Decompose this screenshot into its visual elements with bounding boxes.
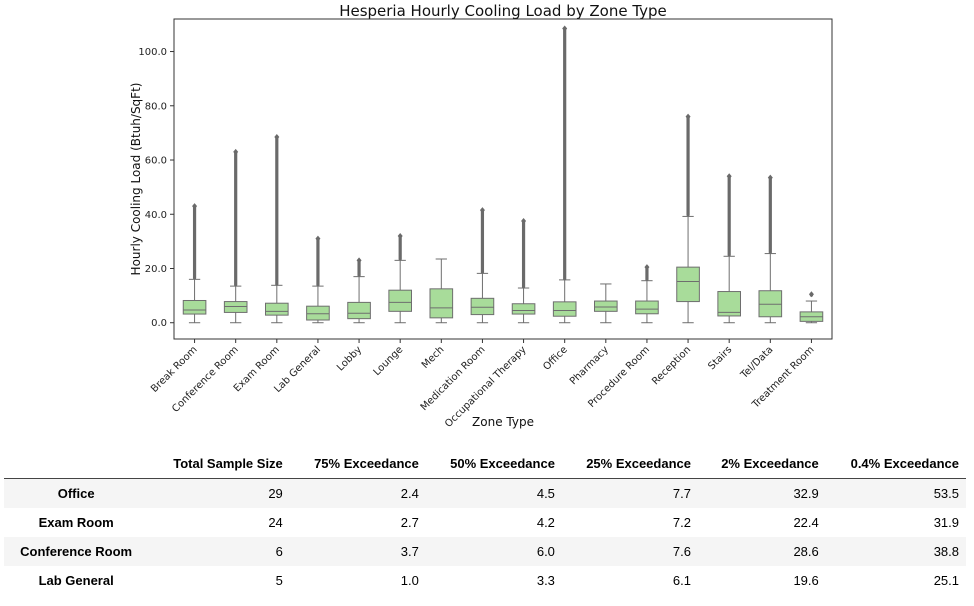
y-tick-label: 60.0 bbox=[145, 156, 167, 167]
table-cell: 2.4 bbox=[400, 486, 419, 501]
x-tick-label: Reception bbox=[650, 344, 693, 387]
table-cell: 6.0 bbox=[536, 544, 555, 559]
y-axis-label: Hourly Cooling Load (Btuh/SqFt) bbox=[129, 83, 143, 276]
table-cell: 3.3 bbox=[536, 573, 555, 588]
column-header: 25% Exceedance bbox=[586, 456, 691, 471]
exceedance-table: Total Sample Size 75% Exceedance 50% Excee… bbox=[4, 449, 966, 595]
box-iqr bbox=[594, 300, 618, 312]
table-cell: 29 bbox=[268, 486, 283, 501]
table-header: Total Sample Size 75% Exceedance 50% Excee… bbox=[4, 449, 966, 479]
y-tick-label: 0.0 bbox=[151, 318, 167, 329]
box-plot-chart: Hesperia Hourly Cooling Load by Zone Typ… bbox=[129, 2, 833, 430]
outlier-point bbox=[726, 173, 732, 180]
table-cell: 7.2 bbox=[672, 515, 691, 530]
box-iqr bbox=[347, 301, 371, 320]
x-tick-label: Mech bbox=[420, 344, 447, 371]
y-tick-label: 100.0 bbox=[138, 47, 167, 58]
table-cell: 4.5 bbox=[536, 486, 555, 501]
outlier-point bbox=[233, 148, 239, 155]
row-header-cell: Exam Room bbox=[38, 515, 114, 530]
table-cell: 4.2 bbox=[536, 515, 555, 530]
column-header: 0.4% Exceedance bbox=[850, 456, 959, 471]
column-header: 50% Exceedance bbox=[450, 456, 555, 471]
outlier-point bbox=[685, 113, 691, 120]
table-cell: 6.1 bbox=[672, 573, 691, 588]
table-row: Exam Room 24 2.7 4.2 7.2 22.4 31.9 bbox=[4, 508, 966, 537]
box-iqr bbox=[676, 266, 700, 303]
table-cell: 1.0 bbox=[400, 573, 419, 588]
plot-frame bbox=[173, 18, 833, 340]
row-header-cell: Lab General bbox=[38, 573, 114, 588]
chart-title: Hesperia Hourly Cooling Load by Zone Typ… bbox=[339, 2, 667, 20]
table-cell: 7.7 bbox=[672, 486, 691, 501]
x-tick-label: Office bbox=[541, 344, 569, 372]
box-iqr bbox=[470, 297, 495, 316]
table-cell: 53.5 bbox=[933, 486, 959, 501]
box-iqr bbox=[388, 289, 412, 312]
box-iqr bbox=[511, 303, 536, 315]
outlier-point bbox=[356, 257, 362, 264]
box-iqr bbox=[223, 301, 248, 313]
row-header-cell: Conference Room bbox=[20, 544, 133, 559]
outlier-point bbox=[767, 174, 773, 181]
x-tick-label: Lobby bbox=[335, 344, 364, 373]
table-cell: 19.6 bbox=[793, 573, 819, 588]
x-axis-label: Zone Type bbox=[472, 415, 534, 429]
outlier-point bbox=[521, 218, 527, 225]
table-cell: 31.9 bbox=[933, 515, 959, 530]
outlier-point bbox=[808, 291, 814, 298]
row-header-cell: Office bbox=[57, 486, 95, 501]
table-cell: 5 bbox=[275, 573, 283, 588]
x-tick-label: Stairs bbox=[706, 344, 734, 372]
column-header bbox=[4, 449, 148, 479]
table-cell: 2.7 bbox=[400, 515, 419, 530]
table-cell: 3.7 bbox=[400, 544, 419, 559]
y-tick-label: 20.0 bbox=[145, 264, 167, 275]
outlier-point bbox=[397, 232, 403, 239]
table-header-row: Total Sample Size 75% Exceedance 50% Excee… bbox=[4, 449, 966, 479]
table-cell: 28.6 bbox=[793, 544, 819, 559]
box-iqr bbox=[182, 299, 207, 315]
x-tick-label: Lounge bbox=[372, 344, 406, 378]
table-cell: 32.9 bbox=[793, 486, 819, 501]
box-iqr bbox=[429, 288, 454, 319]
table-cell: 6 bbox=[275, 544, 283, 559]
table-cell: 25.1 bbox=[933, 573, 959, 588]
table-cell: 22.4 bbox=[793, 515, 819, 530]
box-iqr bbox=[552, 301, 577, 317]
outlier-point bbox=[274, 133, 280, 140]
table-row: Conference Room 6 3.7 6.0 7.6 28.6 38.8 bbox=[4, 537, 966, 566]
box-iqr bbox=[635, 300, 659, 315]
box-iqr bbox=[306, 305, 330, 321]
outlier-point bbox=[479, 207, 485, 214]
box-iqr bbox=[265, 302, 289, 316]
box-iqr bbox=[717, 291, 741, 317]
table-cell: 7.6 bbox=[672, 544, 691, 559]
column-header: 2% Exceedance bbox=[721, 456, 819, 471]
y-tick-label: 40.0 bbox=[145, 210, 167, 221]
column-header: 75% Exceedance bbox=[314, 456, 419, 471]
outlier-point bbox=[562, 25, 568, 32]
table-cell: 38.8 bbox=[933, 544, 959, 559]
outlier-point bbox=[192, 203, 198, 210]
column-header: Total Sample Size bbox=[173, 456, 283, 471]
y-tick-label: 80.0 bbox=[145, 101, 167, 112]
outlier-point bbox=[644, 264, 650, 271]
table-row: Lab General 5 1.0 3.3 6.1 19.6 25.1 bbox=[4, 566, 966, 595]
x-tick-label: Tel/Data bbox=[738, 344, 775, 381]
table-row: Office 29 2.4 4.5 7.7 32.9 53.5 bbox=[4, 478, 966, 508]
table-body: Office 29 2.4 4.5 7.7 32.9 53.5 Exam Room 24 2.7 4… bbox=[4, 478, 966, 595]
x-tick-label: Pharmacy bbox=[568, 344, 611, 387]
outlier-point bbox=[315, 235, 321, 242]
box-iqr bbox=[758, 290, 783, 318]
table-cell: 24 bbox=[268, 515, 283, 530]
